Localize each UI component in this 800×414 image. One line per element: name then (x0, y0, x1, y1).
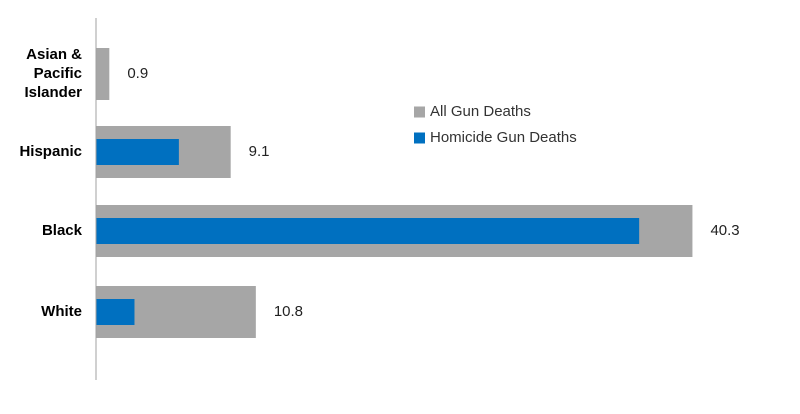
data-label-black: 40.3 (710, 222, 739, 239)
category-labels: Asian & Pacific Islander Hispanic Black White (19, 46, 82, 320)
bars-group (96, 48, 693, 338)
data-label-hispanic: 9.1 (249, 143, 270, 160)
bar-homicide-hispanic (96, 139, 179, 165)
category-label-hispanic: Hispanic (19, 143, 82, 160)
data-labels: 0.9 9.1 40.3 10.8 (127, 65, 739, 320)
data-label-asian-pacific-islander: 0.9 (127, 65, 148, 82)
bar-homicide-black (96, 218, 640, 244)
data-label-white: 10.8 (274, 303, 303, 320)
legend-label-all-gun-deaths: All Gun Deaths (430, 103, 531, 120)
legend-swatch-homicide-gun-deaths (414, 132, 425, 144)
legend-label-homicide-gun-deaths: Homicide Gun Deaths (430, 129, 577, 146)
bar-homicide-white (96, 299, 135, 325)
bar-all-asian-pacific-islander (96, 48, 110, 100)
category-label-black: Black (42, 222, 83, 239)
legend-swatch-all-gun-deaths (414, 106, 425, 118)
legend: All Gun Deaths Homicide Gun Deaths (414, 103, 577, 146)
category-label-white: White (41, 303, 82, 320)
category-label-asian-pacific-islander: Asian & Pacific Islander (24, 46, 82, 101)
